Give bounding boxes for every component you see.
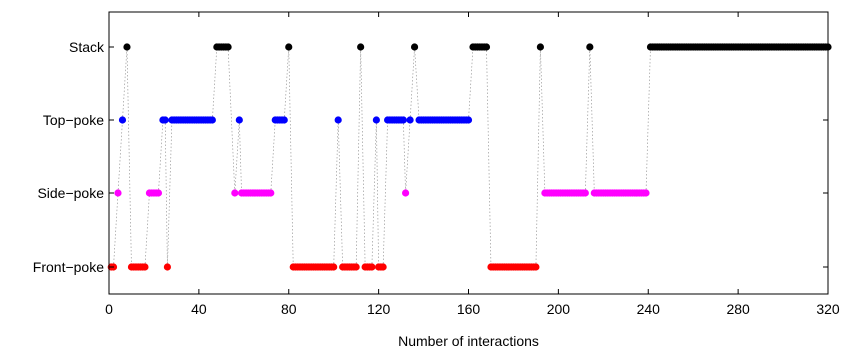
data-point-top-poke — [235, 116, 243, 124]
y-category-label: Stack — [69, 39, 105, 55]
y-category-label: Front−poke — [33, 259, 104, 275]
data-point-front-poke — [141, 263, 149, 271]
connector-line — [645, 46, 651, 194]
data-points — [107, 43, 832, 271]
data-point-side-poke — [581, 189, 589, 197]
data-point-side-poke — [401, 189, 410, 197]
x-tick-label: 200 — [547, 301, 571, 317]
connector-line — [126, 46, 132, 268]
connector-line — [144, 192, 150, 268]
x-tick-label: 0 — [105, 301, 113, 317]
y-category-label: Top−poke — [43, 112, 104, 128]
data-point-front-poke — [330, 263, 338, 271]
data-point-side-poke — [114, 189, 122, 197]
axes-frame — [108, 11, 829, 295]
data-point-top-poke — [406, 116, 414, 124]
connector-line — [113, 192, 119, 268]
connector-line — [117, 119, 123, 194]
data-point-top-poke — [334, 116, 342, 124]
x-axis-title: Number of interactions — [398, 333, 539, 349]
connector-line — [535, 46, 541, 268]
data-point-stack — [357, 43, 365, 51]
y-axis-categories: Front−poke Side−poke Top−poke Stack — [33, 39, 828, 275]
data-point-top-poke — [280, 116, 288, 124]
x-tick-label: 320 — [816, 301, 840, 317]
connector-line — [227, 46, 236, 194]
data-point-stack — [586, 43, 594, 51]
connector-line — [234, 119, 240, 194]
data-point-front-poke — [163, 263, 172, 271]
connector-line — [409, 46, 415, 121]
connector-line — [376, 119, 379, 268]
connector-line — [164, 119, 168, 268]
connector-line — [382, 119, 388, 268]
connector-line — [584, 46, 591, 194]
x-tick-label: 120 — [367, 301, 391, 317]
connector-line — [283, 46, 290, 121]
data-point-front-poke — [379, 263, 387, 271]
connector-line — [288, 46, 294, 268]
data-point-front-poke — [532, 263, 540, 271]
data-point-side-poke — [231, 189, 239, 197]
data-point-top-poke — [208, 116, 216, 124]
x-tick-label: 40 — [191, 301, 207, 317]
connector-line — [158, 119, 164, 194]
connector-line — [333, 119, 339, 268]
data-point-side-poke — [154, 189, 163, 197]
x-tick-label: 280 — [726, 301, 750, 317]
connector-line — [540, 46, 546, 194]
connector-line — [238, 119, 242, 194]
data-point-stack — [482, 43, 491, 51]
data-point-side-poke — [642, 189, 650, 197]
data-point-side-poke — [267, 189, 275, 197]
data-point-top-poke — [161, 116, 169, 124]
connector-line — [167, 119, 173, 268]
data-point-top-poke — [399, 116, 407, 124]
data-point-stack — [410, 43, 419, 51]
connector-line — [212, 46, 218, 121]
data-point-stack — [123, 43, 131, 51]
data-point-top-poke — [372, 116, 380, 124]
x-axis-ticks: 0 40 80 120 160 200 240 280 320 — [105, 12, 840, 317]
connector-lines — [111, 46, 828, 268]
connector-line — [337, 119, 344, 268]
data-point-top-poke — [118, 116, 127, 124]
connector-line — [414, 46, 420, 121]
connector-line — [405, 119, 411, 194]
connector-line — [486, 46, 492, 268]
data-point-stack — [224, 43, 232, 51]
connector-line — [402, 119, 406, 194]
connector-line — [589, 46, 595, 194]
y-category-label: Side−poke — [37, 185, 104, 201]
connector-line — [360, 46, 366, 268]
connector-line — [468, 46, 474, 121]
x-tick-label: 80 — [281, 301, 297, 317]
data-point-stack — [285, 43, 293, 51]
x-tick-label: 160 — [457, 301, 481, 317]
connector-line — [355, 46, 361, 268]
data-point-front-poke — [368, 263, 376, 271]
data-point-stack — [536, 43, 545, 51]
connector-line — [122, 46, 128, 121]
data-point-top-poke — [464, 116, 473, 124]
x-tick-label: 240 — [637, 301, 661, 317]
connector-line — [270, 119, 276, 194]
connector-line — [371, 119, 377, 268]
data-point-front-poke — [352, 263, 360, 271]
